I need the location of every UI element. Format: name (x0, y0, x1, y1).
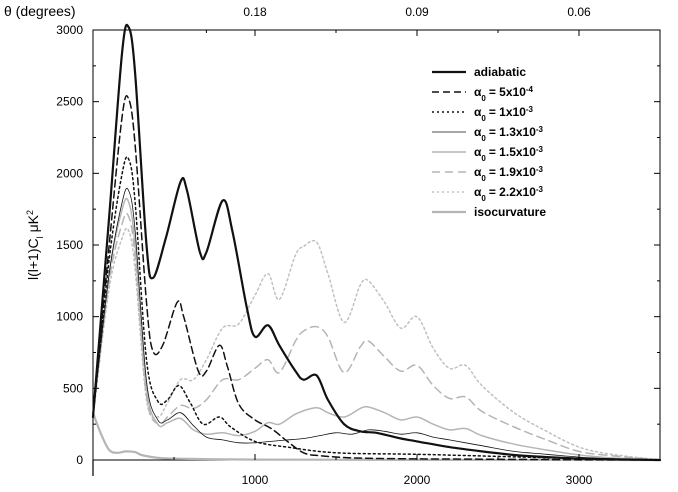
legend-exponent: -4 (526, 85, 534, 94)
series-line-7 (91, 411, 662, 462)
legend-label-2: α0 = 1x10-3 (474, 105, 534, 123)
series-line-1 (92, 94, 661, 461)
top-axis-title: θ (degrees) (4, 3, 76, 19)
legend-label-1: α0 = 5x10-4 (474, 85, 534, 103)
legend-alpha: α (474, 85, 482, 99)
axes-layer: 0 500 1000 1500 2000 2500 3000 1000 2000 3000 0.18… (56, 5, 660, 487)
legend-mantissa: = 5x10 (489, 85, 526, 99)
top-tick-label: 0.18 (243, 5, 267, 19)
y-axis-title-unit: μK (25, 214, 41, 232)
y-axis-title-superscript: 2 (25, 210, 35, 215)
legend-label-0: adiabatic (474, 65, 526, 79)
legend-label-6: α0 = 2.2x10-3 (474, 185, 544, 203)
y-tick-label: 1500 (56, 238, 83, 252)
y-tick-label: 2000 (56, 166, 83, 180)
x-tick-label: 1000 (242, 473, 269, 487)
legend-label-3: α0 = 1.3x10-3 (474, 125, 544, 143)
legend-alpha: α (474, 125, 482, 139)
legend-subscript: 0 (481, 94, 486, 103)
legend-alpha: α (474, 165, 482, 179)
legend-exponent: -3 (536, 125, 544, 134)
legend-label-7: isocurvature (474, 205, 546, 219)
legend-alpha: α (474, 105, 482, 119)
legend-subscript: 0 (481, 154, 486, 163)
x-tick-label: 3000 (566, 473, 593, 487)
legend-mantissa: = 1.5x10 (489, 145, 536, 159)
legend-subscript: 0 (481, 194, 486, 203)
legend-subscript: 0 (481, 114, 486, 123)
series-line-4 (92, 197, 661, 461)
y-axis-title: l(l+1)Cl μK2 (25, 210, 45, 280)
legend-exponent: -3 (536, 185, 544, 194)
y-tick-label: 0 (76, 453, 83, 467)
top-tick-label: 0.09 (405, 5, 429, 19)
legend-mantissa: = 2.2x10 (489, 185, 536, 199)
y-tick-label: 3000 (56, 23, 83, 37)
y-tick-label: 1000 (56, 310, 83, 324)
legend-subscript: 0 (481, 134, 486, 143)
legend-alpha: α (474, 145, 482, 159)
series-line-3 (92, 187, 661, 461)
plot-frame (92, 29, 661, 461)
legend-alpha: α (474, 185, 482, 199)
legend-label-4: α0 = 1.5x10-3 (474, 145, 544, 163)
y-axis-title-main: l(l+1)C (25, 238, 41, 280)
x-tick-label: 2000 (404, 473, 431, 487)
legend-mantissa: = 1.9x10 (489, 165, 536, 179)
legend-mantissa: = 1x10 (489, 105, 526, 119)
legend-exponent: -3 (526, 105, 534, 114)
series-line-5 (92, 212, 661, 461)
y-tick-label: 500 (63, 381, 83, 395)
legend-label-5: α0 = 1.9x10-3 (474, 165, 544, 183)
top-tick-label: 0.06 (567, 5, 591, 19)
legend-subscript: 0 (481, 174, 486, 183)
series-line-2 (92, 156, 661, 461)
y-axis-title-subscript: l (35, 236, 45, 238)
series-line-6 (92, 227, 661, 461)
series-layer (91, 23, 662, 462)
series-line-0 (91, 23, 662, 462)
legend-mantissa: = 1.3x10 (489, 125, 536, 139)
legend-exponent: -3 (536, 165, 544, 174)
y-tick-label: 2500 (56, 95, 83, 109)
legend-exponent: -3 (536, 145, 544, 154)
